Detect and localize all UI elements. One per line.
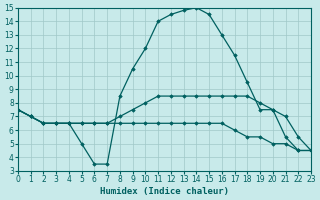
X-axis label: Humidex (Indice chaleur): Humidex (Indice chaleur)	[100, 187, 229, 196]
